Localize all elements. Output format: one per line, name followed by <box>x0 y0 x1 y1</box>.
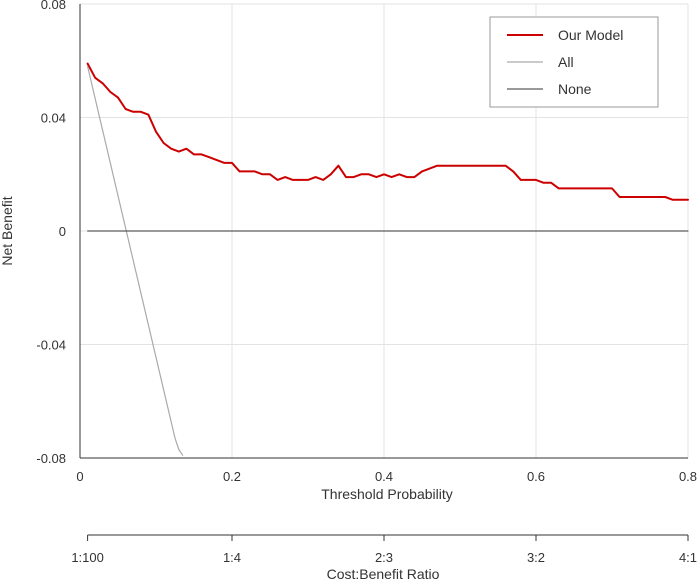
secondary-tick-label: 1:4 <box>223 550 241 565</box>
y-tick-label: -0.08 <box>36 451 66 466</box>
secondary-axis-title: Cost:Benefit Ratio <box>327 566 440 582</box>
y-tick-label: -0.04 <box>36 338 66 353</box>
x-tick-label: 0.8 <box>679 469 697 484</box>
x-tick-label: 0.6 <box>527 469 545 484</box>
legend-label: Our Model <box>558 27 623 43</box>
y-tick-label: 0 <box>59 224 66 239</box>
y-tick-label: 0.04 <box>41 111 66 126</box>
x-tick-label: 0.4 <box>375 469 393 484</box>
x-tick-label: 0 <box>76 469 83 484</box>
secondary-tick-label: 2:3 <box>375 550 393 565</box>
secondary-tick-label: 1:100 <box>71 550 104 565</box>
secondary-tick-label: 3:2 <box>527 550 545 565</box>
secondary-tick-label: 4:1 <box>679 550 697 565</box>
x-tick-label: 0.2 <box>223 469 241 484</box>
legend-label: All <box>558 54 574 70</box>
series-line-our-model <box>86 62 689 201</box>
legend: Our Model All None <box>489 16 659 108</box>
y-tick-label: 0.08 <box>41 0 66 12</box>
series-line-all <box>86 65 184 456</box>
series-layer <box>86 62 689 456</box>
x-axis-title: Threshold Probability <box>321 486 453 502</box>
y-axis-title: Net Benefit <box>0 196 15 265</box>
legend-label: None <box>558 81 592 97</box>
